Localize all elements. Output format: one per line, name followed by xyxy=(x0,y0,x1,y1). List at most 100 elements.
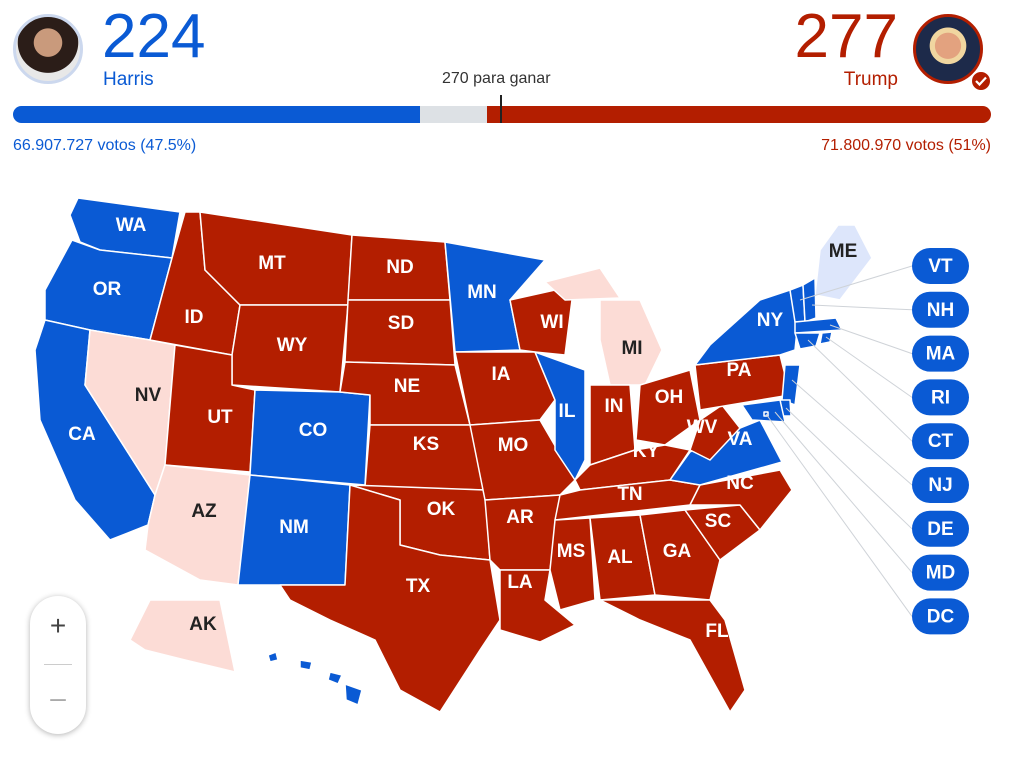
state-label: LA xyxy=(507,572,533,593)
trump-name: Trump xyxy=(843,69,898,90)
state-label: WI xyxy=(540,312,563,333)
state-label: MO xyxy=(498,435,529,456)
state-shape[interactable] xyxy=(231,304,349,393)
state-label: NC xyxy=(726,473,754,494)
state-pill[interactable] xyxy=(912,510,969,547)
state-shape[interactable] xyxy=(267,651,363,706)
state-label: UT xyxy=(207,407,233,428)
state-shape[interactable] xyxy=(741,399,786,423)
state-shape[interactable] xyxy=(794,332,821,350)
harris-popular-vote: 66.907.727 votos (47.5%) xyxy=(13,137,197,154)
state-pill[interactable] xyxy=(912,467,969,503)
state-pill[interactable] xyxy=(912,335,969,372)
harris-bar xyxy=(13,106,420,123)
state-shape[interactable] xyxy=(549,517,596,611)
state-shape[interactable] xyxy=(249,389,371,486)
state-label: IA xyxy=(492,364,511,385)
state-label: MN xyxy=(467,282,497,303)
state-label: AL xyxy=(607,547,633,568)
state-label: PA xyxy=(727,360,752,381)
state-label: HI xyxy=(307,670,326,691)
state-label: AZ xyxy=(191,501,217,522)
state-shape[interactable] xyxy=(802,277,817,323)
state-label: ME xyxy=(829,241,858,262)
state-shape[interactable] xyxy=(694,289,798,366)
state-label: ID xyxy=(185,307,204,328)
state-shape[interactable] xyxy=(129,599,236,673)
zoom-controls: + – xyxy=(30,596,86,734)
harris-electoral-votes: 224 xyxy=(102,2,206,71)
state-label: NH xyxy=(927,300,954,321)
state-label: WA xyxy=(116,215,147,236)
state-shape[interactable] xyxy=(469,419,576,501)
state-pill[interactable] xyxy=(912,291,969,328)
state-shape[interactable] xyxy=(819,331,833,345)
state-shape[interactable] xyxy=(454,351,556,426)
state-label: DE xyxy=(927,519,953,540)
trump-photo xyxy=(913,14,983,84)
state-pill[interactable] xyxy=(912,554,969,591)
state-label: NE xyxy=(394,376,420,397)
state-pill[interactable] xyxy=(912,379,969,416)
state-shape[interactable] xyxy=(781,364,801,406)
state-label: MS xyxy=(557,541,586,562)
state-shape[interactable] xyxy=(689,404,741,461)
state-label: OR xyxy=(93,279,122,300)
state-shape[interactable] xyxy=(814,224,873,301)
state-pill[interactable] xyxy=(912,248,969,284)
state-label: MD xyxy=(926,563,956,584)
threshold-label: 270 para ganar xyxy=(442,70,551,87)
state-label: SC xyxy=(705,511,732,532)
leader-line xyxy=(825,336,913,398)
leader-line xyxy=(785,407,913,530)
state-shape[interactable] xyxy=(279,484,501,713)
state-label: KS xyxy=(413,434,439,455)
harris-photo xyxy=(13,14,83,84)
state-label: VT xyxy=(928,256,953,277)
zoom-in-button[interactable]: + xyxy=(49,610,67,641)
state-shape[interactable] xyxy=(794,317,843,334)
state-label: OK xyxy=(427,499,456,520)
state-label: AK xyxy=(189,614,217,635)
state-label: CO xyxy=(299,420,328,441)
harris-name: Harris xyxy=(103,69,154,90)
state-label: GA xyxy=(663,541,692,562)
state-label: NV xyxy=(135,385,162,406)
state-label: SD xyxy=(388,313,414,334)
trump-electoral-votes: 277 xyxy=(794,2,898,71)
state-label: MI xyxy=(621,338,642,359)
winner-badge xyxy=(970,70,992,92)
state-label: TN xyxy=(617,484,642,505)
leader-line xyxy=(765,413,913,617)
zoom-divider xyxy=(44,664,72,665)
state-label: ND xyxy=(386,257,413,278)
trump-popular-vote: 71.800.970 votos (51%) xyxy=(821,137,991,154)
progress-bar xyxy=(13,106,991,123)
state-label: RI xyxy=(931,387,950,408)
leader-line xyxy=(807,339,913,442)
state-label: MA xyxy=(926,344,956,365)
state-label: FL xyxy=(705,621,729,642)
state-label: IL xyxy=(559,401,576,422)
trump-bar xyxy=(487,106,991,123)
threshold-marker xyxy=(500,95,502,123)
state-label: VA xyxy=(728,429,753,450)
state-shape[interactable] xyxy=(599,599,746,713)
state-label: NM xyxy=(279,517,309,538)
zoom-out-button[interactable]: – xyxy=(50,682,66,713)
leader-line xyxy=(774,411,913,573)
state-label: OH xyxy=(655,387,684,408)
state-label: NJ xyxy=(928,475,952,496)
state-pill[interactable] xyxy=(912,423,969,460)
state-shape[interactable] xyxy=(144,464,251,586)
state-label: TX xyxy=(406,576,431,597)
leader-line xyxy=(811,304,913,311)
state-label: MT xyxy=(258,253,286,274)
state-shape[interactable] xyxy=(635,369,701,446)
state-pill[interactable] xyxy=(912,598,969,635)
leader-line xyxy=(791,379,913,486)
state-label: DC xyxy=(927,606,955,627)
state-label: AR xyxy=(506,507,534,528)
